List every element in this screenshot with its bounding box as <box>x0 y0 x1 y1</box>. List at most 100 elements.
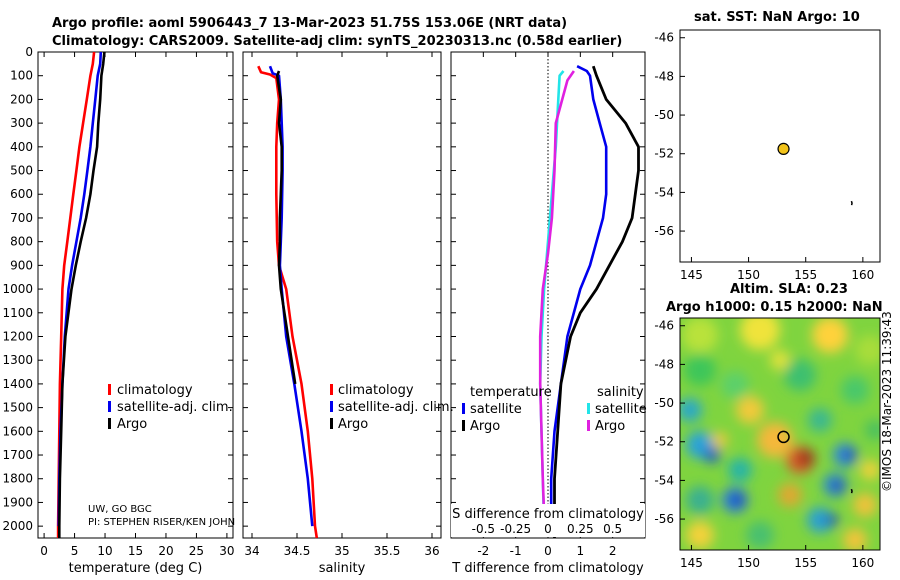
coastline-island <box>850 200 853 206</box>
diff-legend-salinity-swatch <box>587 403 590 414</box>
sla-anomaly-patch <box>770 350 790 370</box>
difference-xtick-label: -2 <box>477 544 489 558</box>
difference-xtick-label: 0 <box>544 544 552 558</box>
temperature-xtick-label: 10 <box>97 544 112 558</box>
temperature-xlabel: temperature (deg C) <box>69 561 203 576</box>
sst-map-title: sat. SST: NaN Argo: 10 <box>694 10 860 25</box>
depth-tick-label: 1800 <box>2 472 33 486</box>
depth-tick-label: 700 <box>10 211 33 225</box>
sla-anomaly-patch <box>832 480 844 492</box>
sla-anomaly-patch <box>686 486 714 514</box>
depth-tick-label: 300 <box>10 116 33 130</box>
sla-anomaly-patch <box>808 408 832 432</box>
diff-legend-temperature-title: temperature <box>470 385 552 400</box>
depth-tick-label: 0 <box>25 45 33 59</box>
salinity-xtick-label: 34 <box>244 544 259 558</box>
depth-tick-label: 1200 <box>2 329 33 343</box>
diff-secondary-xtick-label: 0 <box>544 522 552 536</box>
sla-anomaly-patch <box>860 460 880 480</box>
sla-anomaly-patch <box>812 318 848 353</box>
sst-map-xtick-label: 150 <box>737 268 760 282</box>
depth-tick-label: 1300 <box>2 353 33 367</box>
temperature-legend-swatch <box>108 384 111 395</box>
salinity-xtick-label: 35.5 <box>374 544 401 558</box>
sla-anomaly-patch <box>807 507 833 533</box>
sla-anomaly-patch <box>728 458 752 482</box>
sla-map-xtick-label: 155 <box>794 556 817 570</box>
sla-field <box>680 318 880 550</box>
depth-tick-label: 1700 <box>2 448 33 462</box>
sla-anomaly-patch <box>797 449 815 467</box>
sla-map-xtick-label: 145 <box>680 556 703 570</box>
temperature-series-satellite <box>57 51 103 527</box>
salinity-xtick-label: 35 <box>334 544 349 558</box>
sst-map-ytick-label: -50 <box>654 108 674 122</box>
sla-anomaly-patch <box>684 354 716 386</box>
diff-legend-temperature-swatch <box>462 403 465 414</box>
diff-legend-salinity-label: Argo <box>595 419 625 434</box>
float-location-marker <box>777 142 790 155</box>
difference-xtick-label: 2 <box>609 544 617 558</box>
sla-map-frame <box>679 317 881 551</box>
salinity-legend-swatch <box>330 384 333 395</box>
diff-temperature-satellite <box>549 65 608 527</box>
depth-tick-label: 2000 <box>2 519 33 533</box>
depth-tick-label: 800 <box>10 235 33 249</box>
depth-tick-label: 400 <box>10 140 33 154</box>
depth-tick-label: 100 <box>10 69 33 83</box>
secondary-axis-background <box>451 504 645 537</box>
sst-map-xtick-label: 160 <box>851 268 874 282</box>
sla-anomaly-patch <box>844 449 856 461</box>
temperature-legend-label: satellite-adj. clim. <box>117 400 233 415</box>
salinity-legend-label: Argo <box>338 417 368 432</box>
temperature-legend-label: Argo <box>117 417 147 432</box>
temperature-legend-swatch <box>108 401 111 412</box>
salinity-legend-swatch <box>330 418 333 429</box>
difference-xlabel: T difference from climatology <box>451 561 644 576</box>
sla-anomaly-patch <box>682 318 718 353</box>
salinity-series-climatology <box>257 65 319 539</box>
salinity-legend-label: climatology <box>338 383 414 398</box>
sla-anomaly-patch <box>778 483 802 507</box>
diff-legend-salinity-swatch <box>587 420 590 431</box>
temperature-legend-swatch <box>108 418 111 429</box>
difference-xtick-label: -1 <box>510 544 522 558</box>
diff-secondary-xlabel: S difference from climatology <box>452 507 644 522</box>
diff-legend-temperature-label: Argo <box>470 419 500 434</box>
sla-anomaly-patch <box>680 398 702 422</box>
sst-map-frame <box>679 29 881 263</box>
sla-anomaly-patch <box>784 359 816 391</box>
sla-anomaly-patch <box>855 335 880 365</box>
sla-map-xtick-label: 160 <box>851 556 874 570</box>
salinity-legend-swatch <box>330 401 333 412</box>
sla-anomaly-patch <box>736 396 764 424</box>
sst-map-ytick-label: -46 <box>654 31 674 45</box>
diff-legend-salinity-label: satellite <box>595 402 647 417</box>
temperature-xtick-label: 30 <box>219 544 234 558</box>
sla-map-ytick-label: -52 <box>654 435 674 449</box>
sla-anomaly-patch <box>712 432 728 448</box>
temperature-xtick-label: 25 <box>189 544 204 558</box>
sla-map-title-line1: Altim. SLA: 0.23 <box>730 282 848 297</box>
depth-tick-label: 1100 <box>2 306 33 320</box>
depth-tick-label: 1000 <box>2 282 33 296</box>
depth-tick-label: 200 <box>10 92 33 106</box>
credits-line2: PI: STEPHEN RISER/KEN JOHN <box>88 517 235 528</box>
sla-map-ytick-label: -50 <box>654 396 674 410</box>
diff-salinity-argo <box>538 70 575 515</box>
sla-anomaly-patch <box>843 528 867 550</box>
sla-anomaly-patch <box>746 521 774 549</box>
sla-map-xtick-label: 150 <box>737 556 760 570</box>
diff-legend-temperature-label: satellite <box>470 402 522 417</box>
sst-map-ytick-label: -52 <box>654 147 674 161</box>
sla-map-ytick-label: -54 <box>654 473 674 487</box>
diff-legend-salinity-title: salinity <box>597 385 644 400</box>
salinity-xtick-label: 34.5 <box>284 544 311 558</box>
sst-map-xtick-label: 145 <box>680 268 703 282</box>
plot-title-line1: Argo profile: aoml 5906443_7 13-Mar-2023… <box>52 16 568 31</box>
sst-map-ytick-label: -54 <box>654 185 674 199</box>
depth-tick-label: 600 <box>10 187 33 201</box>
depth-tick-label: 500 <box>10 164 33 178</box>
sla-anomaly-patch <box>865 420 880 440</box>
